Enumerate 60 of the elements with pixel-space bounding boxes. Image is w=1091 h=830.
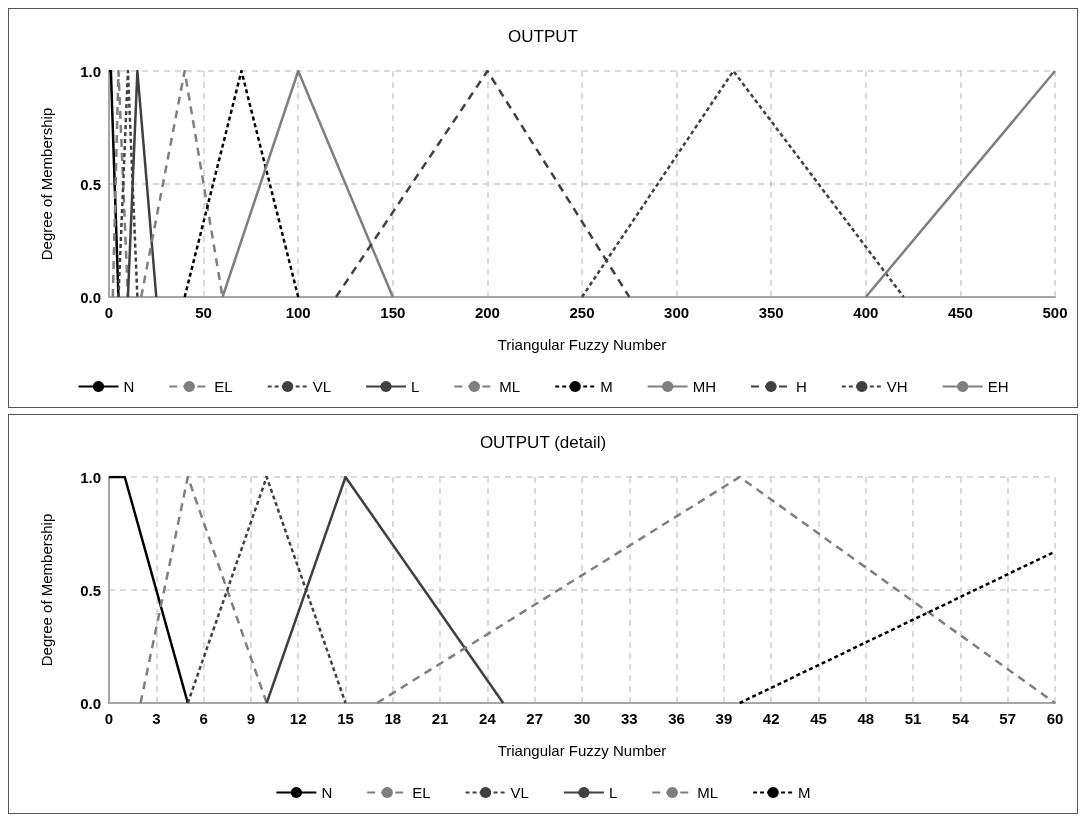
x-tick-label: 33 bbox=[620, 710, 638, 727]
x-tick-label: 0 bbox=[104, 710, 114, 727]
x-tick-label: 500 bbox=[1042, 304, 1068, 321]
y-tick-label: 0.0 bbox=[80, 694, 101, 712]
legend-label: VL bbox=[312, 378, 332, 395]
legend-label: EH bbox=[987, 378, 1009, 395]
legend-label: H bbox=[796, 378, 807, 395]
legend-label: N bbox=[321, 784, 333, 801]
legend-label: EL bbox=[412, 784, 431, 801]
x-tick-label: 24 bbox=[479, 710, 497, 727]
x-tick-label: 36 bbox=[668, 710, 685, 727]
x-tick-label: 300 bbox=[664, 304, 690, 321]
x-tick-label: 51 bbox=[904, 710, 922, 727]
x-axis-title: Triangular Fuzzy Number bbox=[497, 742, 667, 759]
x-tick-label: 60 bbox=[1046, 710, 1064, 727]
x-tick-label: 6 bbox=[199, 710, 208, 727]
legend-label: MH bbox=[692, 378, 717, 395]
x-tick-label: 57 bbox=[999, 710, 1017, 727]
x-tick-label: 39 bbox=[715, 710, 733, 727]
legend-label: VL bbox=[510, 784, 529, 801]
x-tick-label: 42 bbox=[762, 710, 780, 727]
x-tick-label: 45 bbox=[810, 710, 827, 727]
x-tick-label: 400 bbox=[853, 304, 879, 321]
x-tick-label: 21 bbox=[431, 710, 449, 727]
x-tick-label: 50 bbox=[195, 304, 212, 321]
x-tick-label: 12 bbox=[289, 710, 307, 727]
legend-label: M bbox=[798, 784, 811, 801]
y-tick-label: 1.0 bbox=[80, 62, 101, 80]
x-tick-label: 15 bbox=[337, 710, 354, 727]
x-axis-title: Triangular Fuzzy Number bbox=[497, 336, 667, 353]
y-tick-label: 0.5 bbox=[80, 175, 101, 193]
x-tick-label: 27 bbox=[526, 710, 544, 727]
x-tick-label: 200 bbox=[474, 304, 500, 321]
y-tick-label: 0.5 bbox=[80, 581, 101, 599]
x-tick-label: 450 bbox=[947, 304, 973, 321]
y-tick-label: 1.0 bbox=[80, 468, 101, 486]
legend-label: N bbox=[123, 378, 135, 395]
x-tick-label: 250 bbox=[569, 304, 595, 321]
legend-label: VH bbox=[886, 378, 908, 395]
x-tick-label: 9 bbox=[246, 710, 256, 727]
x-tick-label: 3 bbox=[152, 710, 161, 727]
x-tick-label: 30 bbox=[573, 710, 591, 727]
x-tick-label: 100 bbox=[285, 304, 311, 321]
y-axis-title: Degree of Membership bbox=[38, 107, 55, 261]
x-tick-label: 150 bbox=[380, 304, 406, 321]
x-tick-label: 48 bbox=[857, 710, 875, 727]
x-tick-label: 0 bbox=[104, 304, 114, 321]
legend-label: L bbox=[411, 378, 420, 395]
legend-label: ML bbox=[697, 784, 719, 801]
x-tick-label: 54 bbox=[952, 710, 970, 727]
chart-title: OUTPUT (detail) bbox=[479, 433, 607, 452]
y-axis-title: Degree of Membership bbox=[38, 513, 55, 667]
legend-label: M bbox=[600, 378, 613, 395]
x-tick-label: 18 bbox=[384, 710, 402, 727]
legend-label: EL bbox=[214, 378, 233, 395]
legend-label: L bbox=[608, 784, 618, 801]
chart-title: OUTPUT bbox=[508, 27, 578, 46]
y-tick-label: 0.0 bbox=[80, 288, 101, 306]
legend-label: ML bbox=[499, 378, 521, 395]
x-tick-label: 350 bbox=[758, 304, 784, 321]
